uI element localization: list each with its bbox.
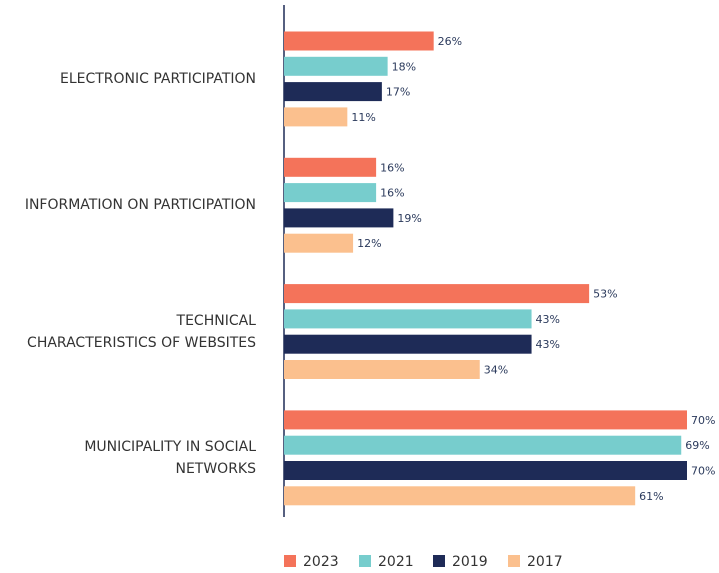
bar bbox=[284, 208, 394, 228]
bar bbox=[284, 56, 388, 76]
bar bbox=[284, 82, 382, 102]
value-label: 43% bbox=[536, 338, 560, 351]
value-label: 70% bbox=[691, 414, 715, 427]
value-label: 26% bbox=[438, 35, 462, 48]
legend-label: 2017 bbox=[527, 554, 563, 570]
bar bbox=[284, 486, 636, 506]
value-label: 11% bbox=[351, 111, 375, 124]
bar bbox=[284, 334, 532, 354]
bar bbox=[284, 233, 354, 253]
bar bbox=[284, 284, 590, 304]
category-label: INFORMATION ON PARTICIPATION bbox=[24, 197, 256, 214]
legend-label: 2023 bbox=[303, 554, 339, 570]
legend-label: 2019 bbox=[452, 554, 488, 570]
bar bbox=[284, 461, 687, 480]
value-label: 16% bbox=[380, 161, 404, 174]
legend-swatch bbox=[284, 555, 296, 567]
value-label: 34% bbox=[484, 364, 508, 377]
legend-swatch bbox=[359, 555, 371, 567]
bar bbox=[284, 360, 480, 379]
bar bbox=[284, 309, 532, 329]
legend-swatch bbox=[508, 555, 520, 567]
value-label: 61% bbox=[639, 490, 663, 503]
value-label: 53% bbox=[593, 288, 617, 301]
value-label: 16% bbox=[380, 187, 404, 200]
bar bbox=[284, 410, 687, 430]
value-label: 12% bbox=[357, 237, 381, 250]
bar bbox=[284, 31, 434, 51]
category-label: TECHNICAL CHARACTERISTICS OF WEBSITES bbox=[27, 312, 256, 351]
value-label: 17% bbox=[386, 86, 410, 99]
value-label: 19% bbox=[397, 212, 421, 225]
bar bbox=[284, 183, 377, 203]
category-label: MUNICIPALITY IN SOCIAL NETWORKS bbox=[84, 438, 256, 477]
bar bbox=[284, 157, 377, 177]
bar bbox=[284, 435, 682, 455]
value-label: 18% bbox=[392, 60, 416, 73]
legend-swatch bbox=[433, 555, 445, 567]
legend-label: 2021 bbox=[378, 554, 414, 570]
value-label: 43% bbox=[536, 313, 560, 326]
value-label: 69% bbox=[685, 439, 709, 452]
category-label: ELECTRONIC PARTICIPATION bbox=[59, 70, 256, 87]
bar bbox=[284, 107, 348, 127]
value-label: 70% bbox=[691, 465, 715, 478]
